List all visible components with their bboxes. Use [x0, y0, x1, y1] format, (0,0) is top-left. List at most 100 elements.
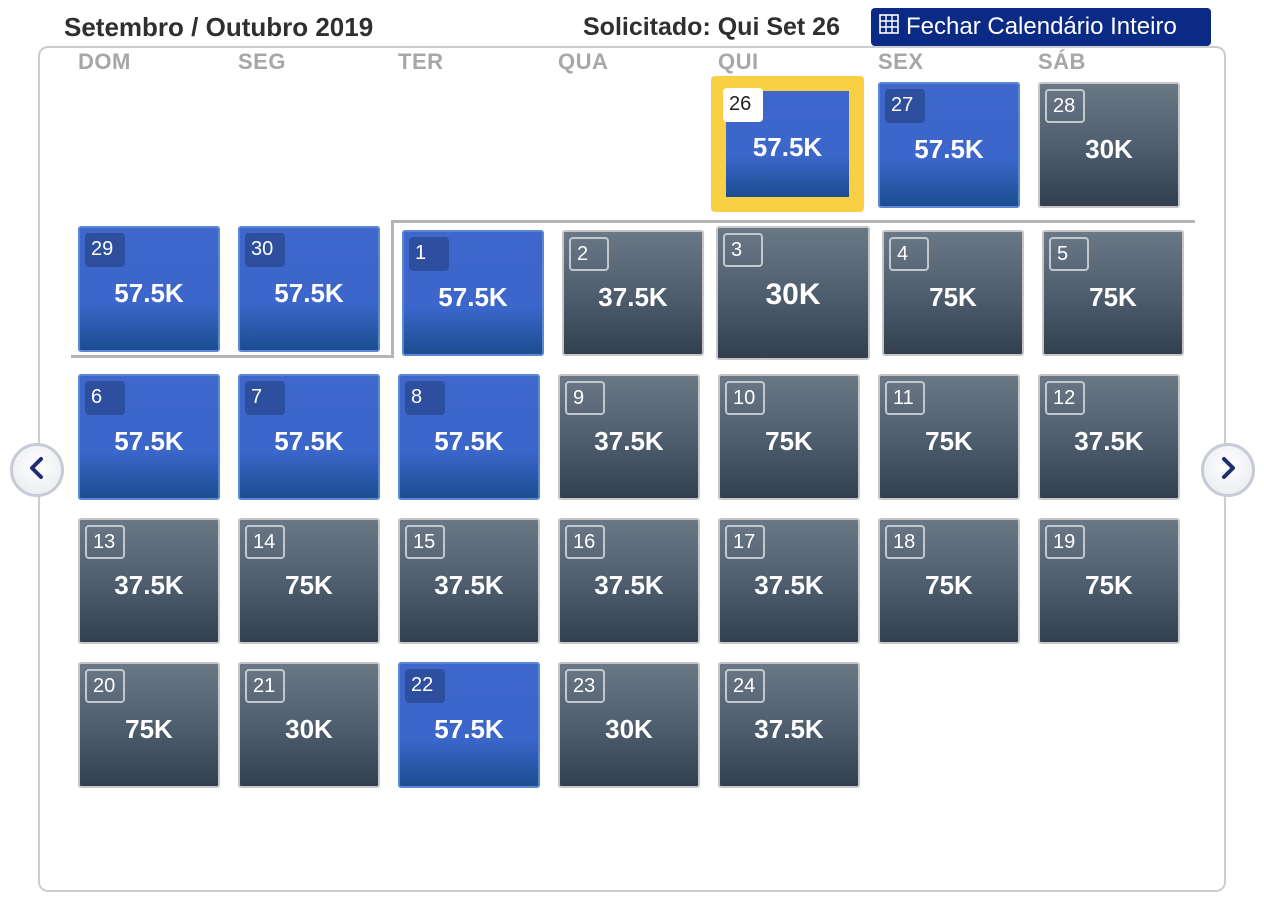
- weekday-label: SEG: [238, 49, 286, 74]
- day-price: 37.5K: [434, 570, 504, 600]
- day-price: 75K: [285, 570, 333, 600]
- day-number: 1: [409, 237, 449, 271]
- grid-icon: [879, 13, 899, 41]
- day-number: 6: [85, 381, 125, 415]
- requested-date: Solicitado: Qui Set 26: [583, 13, 840, 41]
- calendar-day-tile[interactable]: 4 75K: [882, 230, 1024, 356]
- day-number: 17: [725, 525, 765, 559]
- day-number: 14: [245, 525, 285, 559]
- calendar-day-tile[interactable]: 20 75K: [78, 662, 220, 788]
- day-number: 12: [1045, 381, 1085, 415]
- day-number: 21: [245, 669, 285, 703]
- calendar-day-tile[interactable]: 23 30K: [558, 662, 700, 788]
- calendar-day-tile[interactable]: 27 57.5K: [878, 82, 1020, 208]
- calendar-day-tile[interactable]: 26 57.5K: [711, 76, 864, 212]
- day-price: 57.5K: [114, 426, 184, 456]
- day-price: 57.5K: [438, 282, 508, 312]
- day-price: 37.5K: [754, 714, 824, 744]
- weekday-label: SÁB: [1038, 49, 1086, 74]
- day-number: 26: [723, 88, 763, 122]
- calendar-day-tile[interactable]: 21 30K: [238, 662, 380, 788]
- calendar-day-tile[interactable]: 7 57.5K: [238, 374, 380, 500]
- day-number: 10: [725, 381, 765, 415]
- weekday-label: TER: [398, 49, 444, 74]
- calendar-day-tile[interactable]: 22 57.5K: [398, 662, 540, 788]
- month-separator: [391, 220, 394, 358]
- day-price: 30K: [285, 714, 333, 744]
- day-price: 57.5K: [114, 278, 184, 308]
- month-separator: [391, 220, 1195, 223]
- day-number: 24: [725, 669, 765, 703]
- day-price: 75K: [1085, 570, 1133, 600]
- day-number: 19: [1045, 525, 1085, 559]
- calendar-day-tile[interactable]: 16 37.5K: [558, 518, 700, 644]
- weekday-label: QUI: [718, 49, 759, 74]
- calendar-day-tile[interactable]: 3 30K: [716, 226, 870, 360]
- day-number: 29: [85, 233, 125, 267]
- calendar-day-tile[interactable]: 19 75K: [1038, 518, 1180, 644]
- day-number: 9: [565, 381, 605, 415]
- day-price: 57.5K: [914, 134, 984, 164]
- calendar-day-tile[interactable]: 29 57.5K: [78, 226, 220, 352]
- day-number: 22: [405, 669, 445, 703]
- calendar-day-tile[interactable]: 10 75K: [718, 374, 860, 500]
- day-price: 37.5K: [598, 282, 668, 312]
- calendar-day-tile[interactable]: 6 57.5K: [78, 374, 220, 500]
- calendar-day-tile[interactable]: 1 57.5K: [402, 230, 544, 356]
- day-price: 75K: [925, 426, 973, 456]
- day-price: 37.5K: [1074, 426, 1144, 456]
- day-number: 20: [85, 669, 125, 703]
- weekday-label: QUA: [558, 49, 609, 74]
- day-number: 28: [1045, 89, 1085, 123]
- calendar-day-tile[interactable]: 5 75K: [1042, 230, 1184, 356]
- day-number: 8: [405, 381, 445, 415]
- day-number: 23: [565, 669, 605, 703]
- calendar-day-tile[interactable]: 2 37.5K: [562, 230, 704, 356]
- calendar-day-tile[interactable]: 8 57.5K: [398, 374, 540, 500]
- calendar-day-tile[interactable]: 13 37.5K: [78, 518, 220, 644]
- day-number: 15: [405, 525, 445, 559]
- day-price: 37.5K: [754, 570, 824, 600]
- day-number: 4: [889, 237, 929, 271]
- day-price: 75K: [929, 282, 977, 312]
- calendar-day-tile[interactable]: 24 37.5K: [718, 662, 860, 788]
- previous-month-button[interactable]: [10, 443, 64, 497]
- calendar-title: Setembro / Outubro 2019: [64, 12, 374, 42]
- calendar-day-tile[interactable]: 14 75K: [238, 518, 380, 644]
- day-number: 27: [885, 89, 925, 123]
- day-price: 75K: [125, 714, 173, 744]
- calendar-day-tile[interactable]: 12 37.5K: [1038, 374, 1180, 500]
- calendar-day-tile[interactable]: 9 37.5K: [558, 374, 700, 500]
- next-month-button[interactable]: [1201, 443, 1255, 497]
- day-price: 30K: [1085, 134, 1133, 164]
- day-price: 57.5K: [434, 714, 504, 744]
- day-price: 57.5K: [274, 426, 344, 456]
- day-price: 75K: [925, 570, 973, 600]
- calendar-day-tile[interactable]: 30 57.5K: [238, 226, 380, 352]
- day-number: 11: [885, 381, 925, 415]
- calendar-day-tile[interactable]: 18 75K: [878, 518, 1020, 644]
- day-number: 30: [245, 233, 285, 267]
- calendar-day-tile[interactable]: 15 37.5K: [398, 518, 540, 644]
- day-number: 18: [885, 525, 925, 559]
- day-price: 37.5K: [114, 570, 184, 600]
- chevron-left-icon: [26, 455, 48, 486]
- day-number: 3: [723, 233, 763, 267]
- day-price: 30K: [605, 714, 653, 744]
- day-number: 7: [245, 381, 285, 415]
- chevron-right-icon: [1217, 455, 1239, 486]
- calendar-day-tile[interactable]: 28 30K: [1038, 82, 1180, 208]
- day-price: 75K: [765, 426, 813, 456]
- calendar-day-tile[interactable]: 17 37.5K: [718, 518, 860, 644]
- day-price: 57.5K: [434, 426, 504, 456]
- calendar-day-tile[interactable]: 11 75K: [878, 374, 1020, 500]
- day-price: 37.5K: [594, 570, 664, 600]
- weekday-label: DOM: [78, 49, 131, 74]
- day-price: 57.5K: [752, 132, 823, 162]
- month-separator: [71, 355, 392, 358]
- day-price: 37.5K: [594, 426, 664, 456]
- day-number: 16: [565, 525, 605, 559]
- day-number: 13: [85, 525, 125, 559]
- day-number: 5: [1049, 237, 1089, 271]
- close-full-calendar-button[interactable]: Fechar Calendário Inteiro: [871, 8, 1211, 46]
